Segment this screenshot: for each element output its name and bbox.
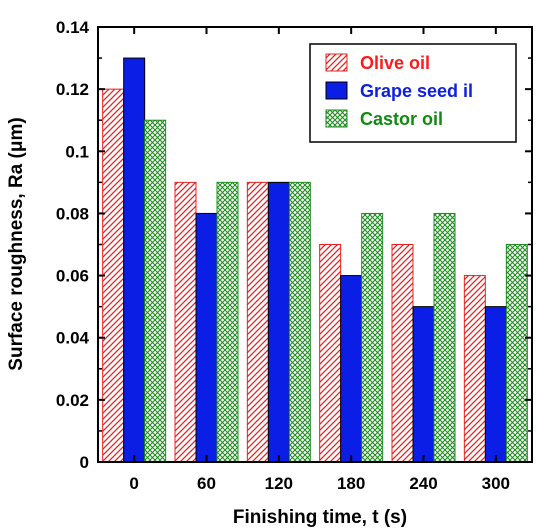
- y-tick-label: 0.1: [65, 142, 89, 161]
- legend-label-grape-seed-il: Grape seed il: [360, 81, 473, 101]
- bar-castor-oil-240: [433, 212, 456, 463]
- legend-swatch-olive-oil: [325, 53, 348, 72]
- bar-grape-seed-il-180: [340, 275, 363, 463]
- legend-swatch-grape-seed-il: [325, 81, 348, 100]
- y-tick-label: 0.06: [56, 267, 89, 286]
- legend: Olive oil Grape seed il Castor oil: [309, 43, 517, 143]
- x-tick-label: 300: [482, 474, 510, 493]
- x-tick-label: 240: [409, 474, 437, 493]
- bar-castor-oil-0: [144, 119, 167, 463]
- x-tick-label: 120: [265, 474, 293, 493]
- bar-grape-seed-il-240: [412, 306, 435, 463]
- y-tick-label: 0.12: [56, 80, 89, 99]
- bar-olive-oil-60: [174, 181, 197, 463]
- x-tick-label: 60: [197, 474, 216, 493]
- legend-label-olive-oil: Olive oil: [360, 53, 430, 73]
- bar-grape-seed-il-120: [267, 181, 290, 463]
- bar-olive-oil-180: [319, 244, 342, 463]
- y-axis-label: Surface roughness, Ra (μm): [6, 117, 27, 370]
- y-tick-label: 0.08: [56, 204, 89, 223]
- bar-olive-oil-0: [102, 88, 125, 463]
- legend-swatch-castor-oil: [325, 109, 348, 128]
- bar-castor-oil-180: [361, 212, 384, 463]
- bar-grape-seed-il-0: [123, 57, 146, 463]
- y-tick-label: 0: [80, 453, 89, 472]
- legend-label-castor-oil: Castor oil: [360, 109, 443, 129]
- x-tick-label: 180: [337, 474, 365, 493]
- y-tick-label: 0.02: [56, 391, 89, 410]
- bar-olive-oil-300: [463, 275, 486, 463]
- bar-olive-oil-120: [246, 181, 269, 463]
- x-axis-label: Finishing time, t (s): [233, 507, 407, 528]
- bar-grape-seed-il-300: [484, 306, 507, 463]
- bar-olive-oil-240: [391, 244, 414, 463]
- bars-group: [102, 57, 528, 463]
- bar-castor-oil-120: [288, 181, 311, 463]
- y-tick-label: 0.14: [56, 18, 90, 37]
- bar-castor-oil-60: [216, 181, 239, 463]
- x-tick-label: 0: [129, 474, 138, 493]
- bar-castor-oil-300: [505, 244, 528, 463]
- axes-group: 0 0.02 0.04 0.06 0.08 0.1 0.12 0.14 0 60 120 180 240…: [56, 18, 533, 493]
- bar-grape-seed-il-60: [195, 212, 218, 463]
- y-tick-label: 0.04: [56, 329, 90, 348]
